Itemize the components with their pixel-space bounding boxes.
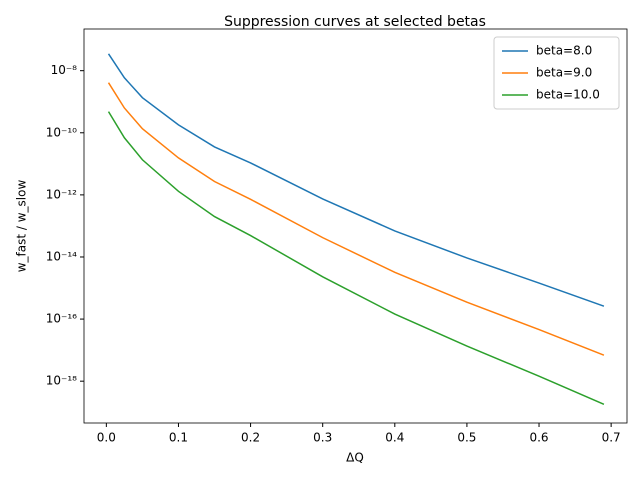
y-axis-label: w_fast / w_slow — [15, 180, 29, 273]
series-line — [107, 53, 605, 307]
y-tick-label: 10⁻¹⁴ — [46, 249, 77, 263]
x-tick-label: 0.4 — [385, 431, 404, 445]
x-tick-label: 0.2 — [241, 431, 260, 445]
chart-title: Suppression curves at selected betas — [224, 14, 486, 30]
legend-label: beta=9.0 — [536, 66, 592, 80]
x-tick-label: 0.6 — [529, 431, 548, 445]
x-tick-label: 0.3 — [313, 431, 332, 445]
y-tick-label: 10⁻¹⁸ — [46, 374, 77, 388]
x-tick-label: 0.7 — [602, 431, 621, 445]
x-tick-label: 0.1 — [169, 431, 188, 445]
legend-label: beta=8.0 — [536, 44, 592, 58]
y-tick-label: 10⁻¹⁶ — [46, 312, 77, 326]
x-axis-label: ΔQ — [346, 451, 364, 465]
x-tick-label: 0.0 — [97, 431, 116, 445]
y-tick-label: 10⁻¹² — [46, 187, 77, 201]
y-tick-label: 10⁻¹⁰ — [46, 125, 77, 139]
legend-box — [493, 36, 620, 110]
plot-frame — [83, 28, 628, 424]
legend-label: beta=10.0 — [536, 88, 600, 102]
series-line — [107, 82, 605, 356]
x-tick-label: 0.5 — [457, 431, 476, 445]
series-line — [107, 111, 605, 405]
y-tick-label: 10⁻⁸ — [51, 63, 78, 77]
